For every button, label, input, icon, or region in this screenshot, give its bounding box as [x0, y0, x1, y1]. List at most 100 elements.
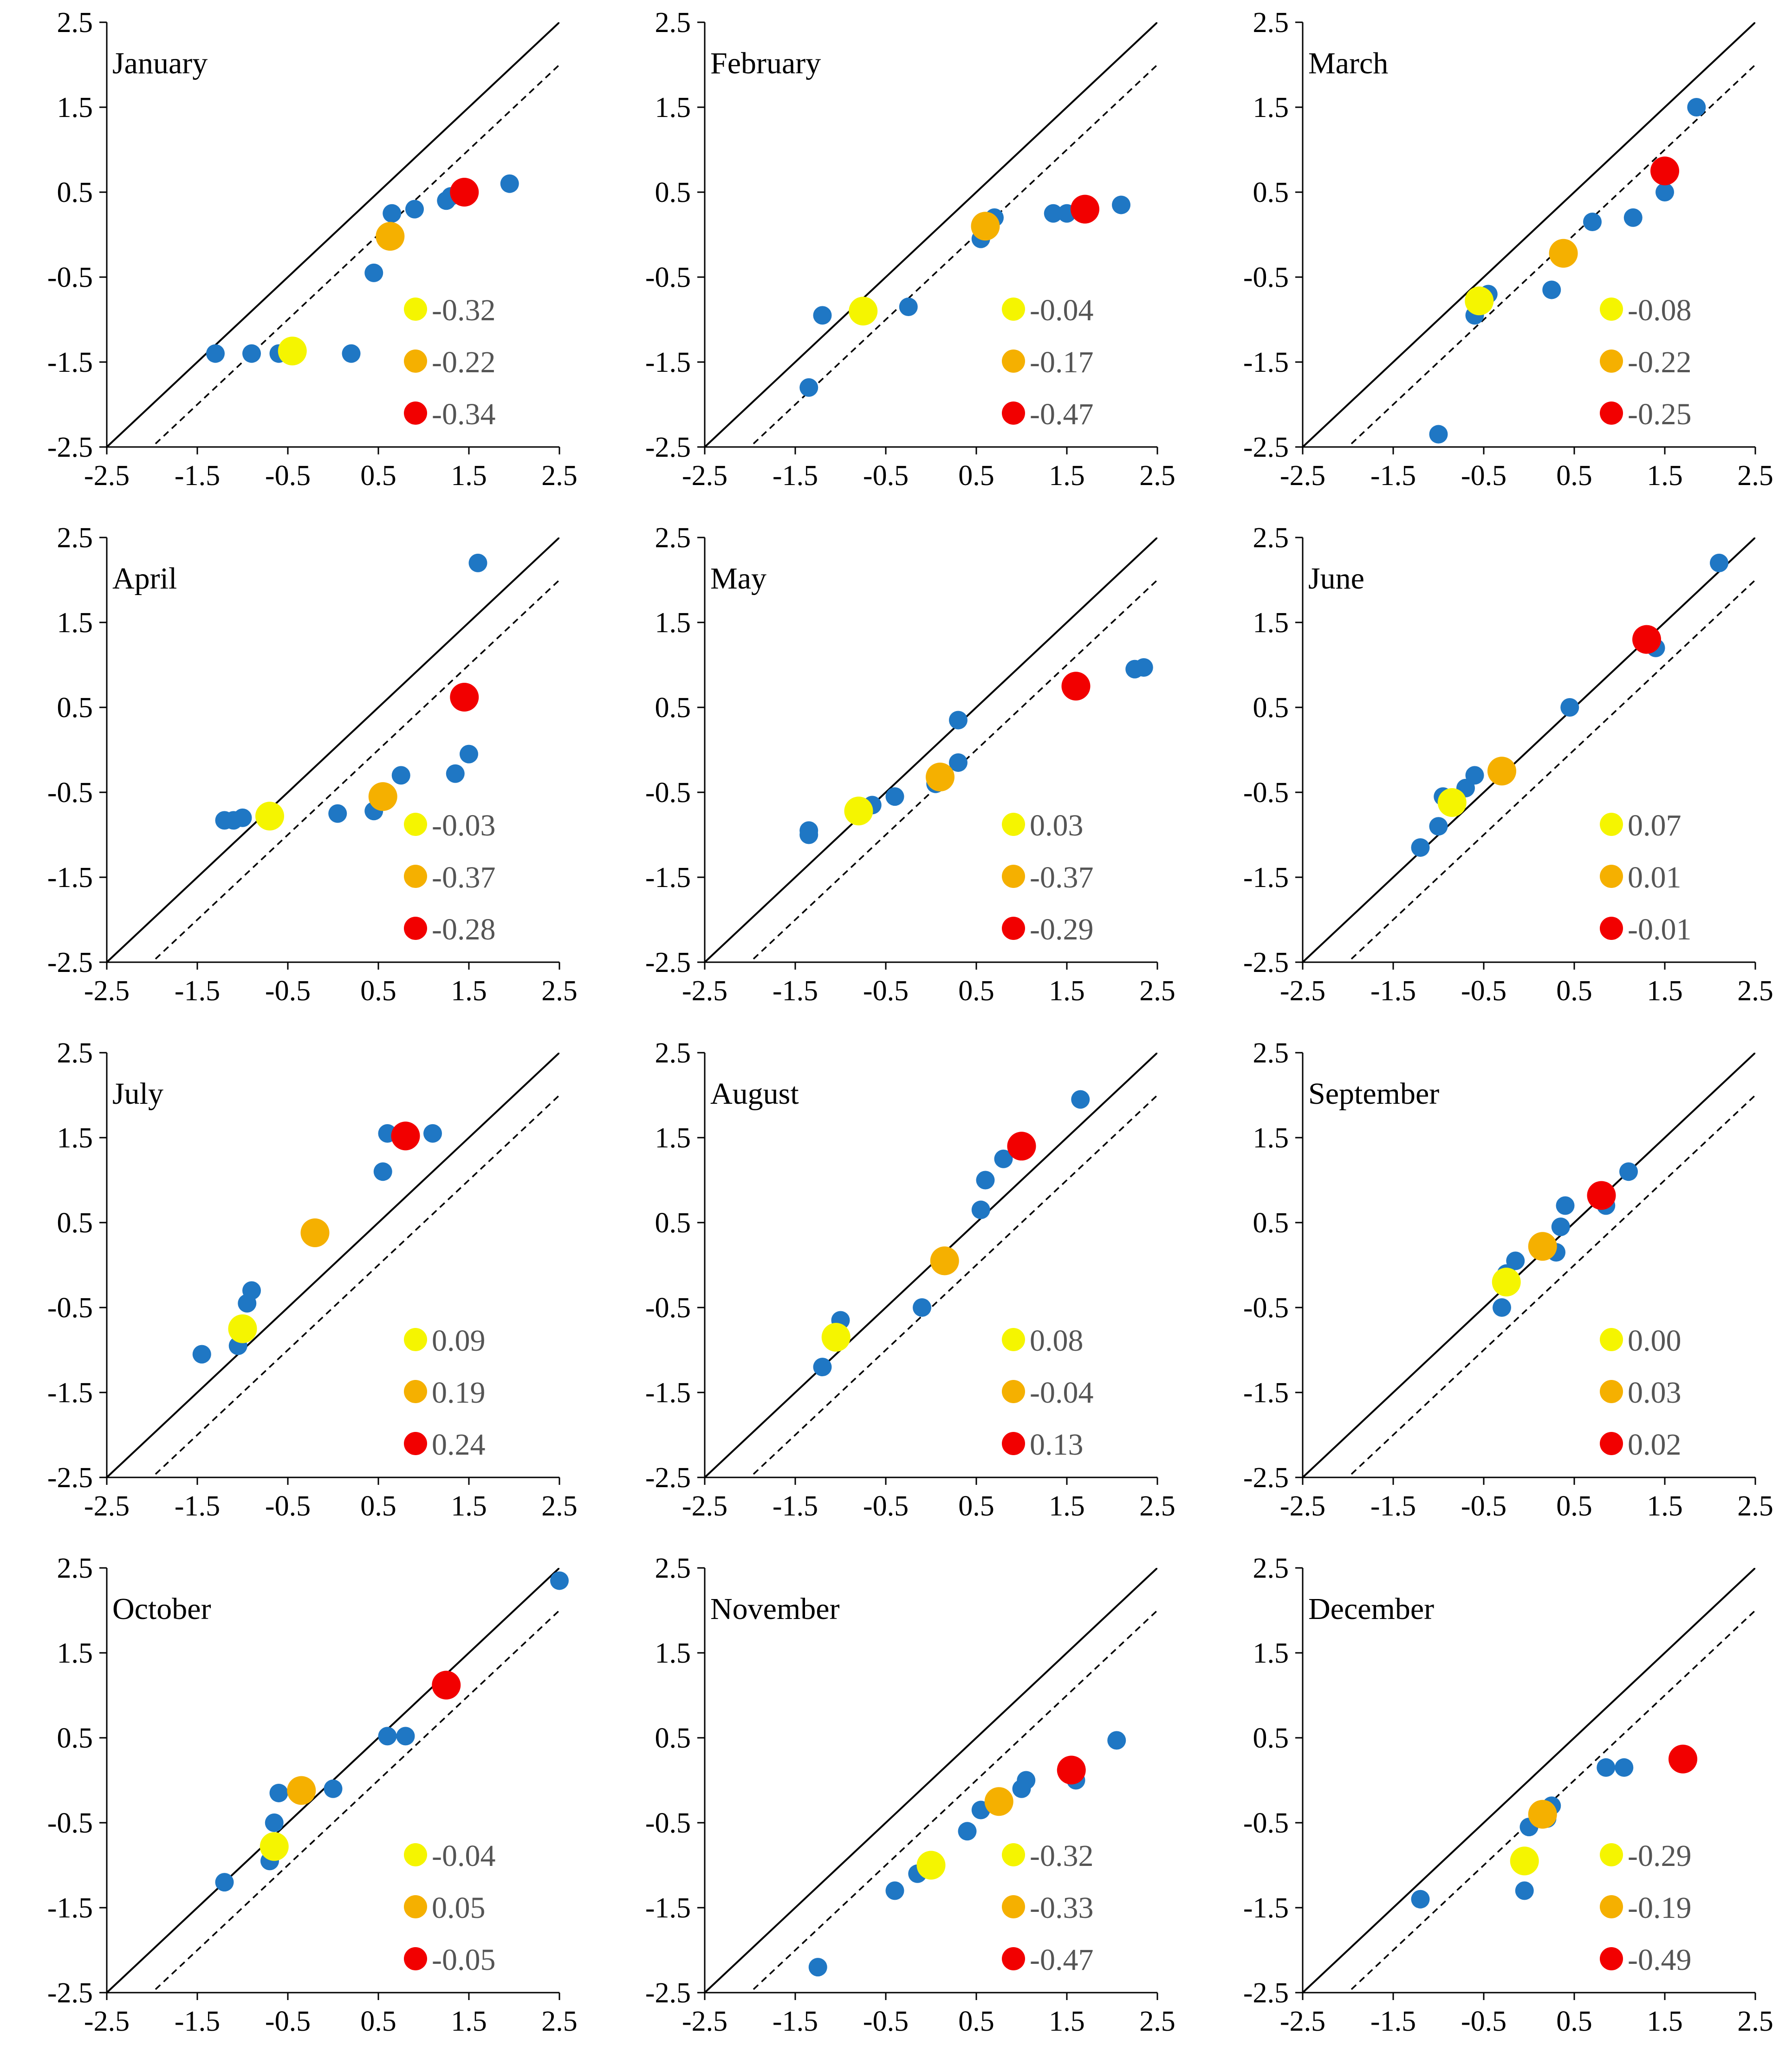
- legend-marker-red: [1002, 401, 1025, 425]
- highlight-point-orange: [930, 1246, 959, 1276]
- y-tick-label: 2.5: [57, 7, 93, 39]
- x-tick-label: -2.5: [682, 460, 727, 492]
- legend-marker-red: [1600, 401, 1623, 425]
- x-tick-label: 1.5: [451, 975, 487, 1007]
- panel-title: August: [710, 1077, 799, 1111]
- x-tick-label: 1.5: [451, 2006, 487, 2037]
- y-tick-label: 0.5: [1253, 177, 1289, 208]
- legend-label: 0.09: [432, 1324, 486, 1358]
- legend-marker-red: [1002, 917, 1025, 940]
- data-point: [1107, 1731, 1126, 1750]
- x-tick-label: -1.5: [1370, 1490, 1416, 1522]
- data-point: [1615, 1758, 1634, 1777]
- legend-label: 0.00: [1628, 1324, 1682, 1358]
- highlight-point-red: [1071, 194, 1099, 224]
- y-tick-label: 1.5: [1253, 1122, 1289, 1154]
- y-tick-label: -1.5: [47, 862, 93, 894]
- highlight-point-red: [1057, 1755, 1086, 1785]
- legend-label: -0.03: [432, 809, 495, 842]
- x-tick-label: 2.5: [541, 460, 578, 492]
- data-point: [468, 553, 487, 572]
- legend-label: 0.03: [1628, 1376, 1682, 1410]
- y-tick-label: 2.5: [655, 522, 691, 554]
- legend-marker-red: [404, 1432, 427, 1455]
- panel-october: -2.5-2.5 -1.5 -1.5 -0.5 -0.5 0.5 0.5 1.5 1.5 2.5 2…: [47, 1553, 578, 2037]
- legend-marker-red: [404, 1947, 427, 1970]
- panel-may: -2.5-2.5 -1.5 -1.5 -0.5 -0.5 0.5 0.5 1.5 1.5 2.5 2…: [645, 522, 1175, 1007]
- panel-title: June: [1308, 562, 1364, 596]
- data-point: [813, 1358, 832, 1377]
- x-tick-label: -2.5: [1280, 975, 1325, 1007]
- x-tick-label: -1.5: [1370, 2006, 1416, 2037]
- dashed-offset-line: [150, 1610, 559, 1993]
- dashed-offset-line: [748, 64, 1157, 447]
- x-tick-label: -1.5: [773, 2006, 818, 2037]
- data-point: [269, 1783, 288, 1802]
- y-tick-label: -1.5: [645, 1892, 691, 1924]
- y-tick-label: 1.5: [1253, 607, 1289, 639]
- x-tick-label: -1.5: [175, 2006, 220, 2037]
- y-tick-label: 1.5: [57, 1122, 93, 1154]
- y-tick-label: 0.5: [1253, 1722, 1289, 1754]
- highlight-point-red: [1587, 1181, 1616, 1210]
- x-tick-label: -2.5: [84, 975, 130, 1007]
- panel-title: April: [112, 562, 177, 596]
- highlight-point-red: [450, 683, 479, 712]
- y-tick-label: -2.5: [1243, 1462, 1289, 1494]
- legend-label: 0.08: [1030, 1324, 1084, 1358]
- legend-marker-yellow: [1002, 1843, 1025, 1866]
- data-point: [206, 344, 225, 363]
- one-to-one-line: [1303, 537, 1755, 962]
- legend-label: -0.04: [1030, 293, 1093, 327]
- highlight-point-red: [1632, 625, 1661, 654]
- data-point: [233, 808, 252, 827]
- data-point: [799, 821, 818, 840]
- data-point: [1597, 1758, 1616, 1777]
- y-tick-label: -0.5: [1243, 1807, 1289, 1839]
- data-point: [976, 1171, 995, 1190]
- legend-marker-red: [1600, 917, 1623, 940]
- data-point: [242, 1281, 261, 1300]
- data-point: [391, 766, 410, 785]
- legend-label: -0.04: [1030, 1376, 1093, 1410]
- legend-label: -0.37: [432, 861, 495, 894]
- panel-title: January: [112, 46, 208, 80]
- x-tick-label: 2.5: [541, 2006, 578, 2037]
- legend-label: 0.07: [1628, 809, 1682, 842]
- panel-november: -2.5-2.5 -1.5 -1.5 -0.5 -0.5 0.5 0.5 1.5 1.5 2.5 2…: [645, 1553, 1175, 2037]
- data-point: [913, 1298, 931, 1317]
- y-tick-label: -1.5: [47, 1377, 93, 1409]
- x-tick-label: -0.5: [1461, 1490, 1506, 1522]
- y-tick-label: -0.5: [645, 1292, 691, 1324]
- data-point: [405, 200, 424, 219]
- x-tick-label: 1.5: [1049, 460, 1085, 492]
- legend-marker-orange: [404, 350, 427, 373]
- data-point: [1411, 1890, 1430, 1909]
- x-tick-label: 0.5: [360, 460, 396, 492]
- data-point: [958, 1822, 977, 1841]
- legend-label: 0.19: [432, 1376, 486, 1410]
- highlight-point-yellow: [1437, 788, 1467, 817]
- x-tick-label: 0.5: [360, 1490, 396, 1522]
- legend-marker-red: [1600, 1947, 1623, 1970]
- legend-label: 0.24: [432, 1428, 486, 1462]
- data-point: [813, 306, 832, 325]
- legend-label: -0.34: [432, 397, 495, 431]
- x-tick-label: 0.5: [1556, 975, 1592, 1007]
- data-point: [1493, 1298, 1511, 1317]
- data-point: [446, 764, 465, 783]
- y-tick-label: -2.5: [47, 1977, 93, 2009]
- legend-marker-orange: [1002, 865, 1025, 888]
- data-point: [192, 1345, 211, 1364]
- panel-title: October: [112, 1592, 211, 1626]
- x-tick-label: 1.5: [1647, 1490, 1683, 1522]
- x-tick-label: -0.5: [1461, 460, 1506, 492]
- one-to-one-line: [107, 22, 559, 447]
- data-point: [500, 174, 519, 193]
- highlight-point-orange: [287, 1776, 316, 1805]
- x-tick-label: -1.5: [773, 1490, 818, 1522]
- dashed-offset-line: [1346, 1094, 1755, 1477]
- legend-label: -0.01: [1628, 913, 1691, 946]
- panel-march: -2.5-2.5 -1.5 -1.5 -0.5 -0.5 0.5 0.5 1.5 1.5 2.5 2…: [1243, 7, 1773, 492]
